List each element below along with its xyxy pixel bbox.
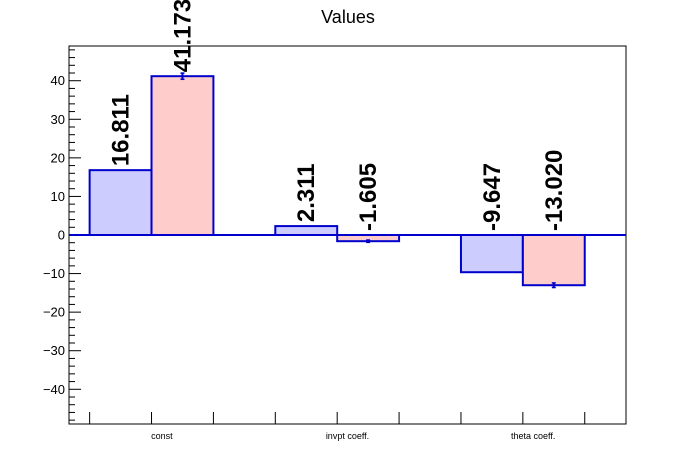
y-tick-label: −40 xyxy=(43,382,65,397)
plot-area: −40 −30 −20 −10 0 10 20 30 40 const invpt coeff. th… xyxy=(43,0,627,441)
bar xyxy=(88,169,153,237)
data-label: -1.605 xyxy=(355,163,382,231)
y-tick-label: 40 xyxy=(51,73,65,88)
data-label: 41.173 xyxy=(169,0,196,72)
bar xyxy=(150,75,215,237)
bar xyxy=(274,225,339,236)
data-label: -13.020 xyxy=(541,150,568,231)
x-category-label: theta coeff. xyxy=(511,431,555,441)
y-tick-label: 20 xyxy=(51,150,65,165)
y-tick-label: 10 xyxy=(51,189,65,204)
y-tick-label: 30 xyxy=(51,112,65,127)
x-category-label: const xyxy=(151,431,173,441)
y-tick-label: −20 xyxy=(43,305,65,320)
y-tick-label: 0 xyxy=(58,228,65,243)
x-category-label: invpt coeff. xyxy=(326,431,369,441)
chart-title: Values xyxy=(321,7,375,27)
y-tick-label: −10 xyxy=(43,266,65,281)
bar xyxy=(459,234,524,274)
y-tick-label: −30 xyxy=(43,343,65,358)
data-label: 2.311 xyxy=(293,163,320,222)
bar xyxy=(521,234,586,287)
data-label: 16.811 xyxy=(108,94,135,166)
data-label: -9.647 xyxy=(479,163,506,231)
